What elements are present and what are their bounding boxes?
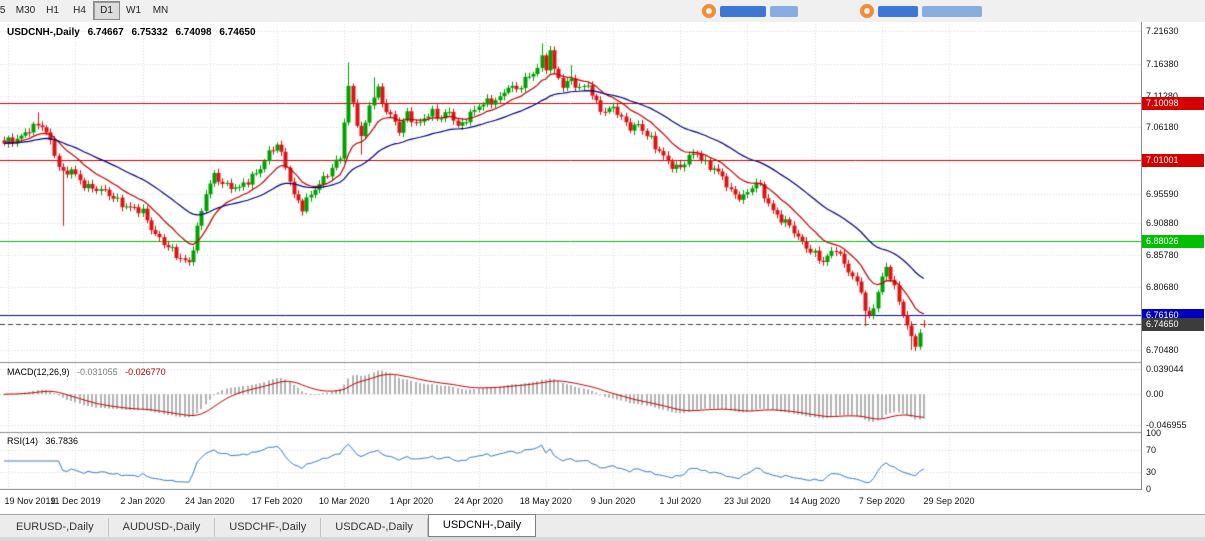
broker-logo-text [922, 5, 982, 17]
price-tick-label: 6.80680 [1146, 281, 1179, 292]
date-label: 17 Feb 2020 [251, 496, 303, 506]
timeframe-mn-button[interactable]: MN [147, 1, 174, 20]
macd-label: MACD(12,26,9) [7, 367, 70, 377]
date-label: 2 Jan 2020 [120, 496, 165, 506]
macd-signal-value: -0.026770 [125, 367, 166, 377]
chart-window: USDCNH-,Daily 6.74667 6.75332 6.74098 6.… [0, 22, 1205, 514]
date-label: 1 Jul 2020 [659, 496, 701, 506]
rsi-label: RSI(14) [7, 436, 39, 446]
price-level-badge: 6.74650 [1142, 318, 1204, 332]
date-label: 11 Dec 2019 [50, 496, 101, 506]
date-label: 29 Sep 2020 [923, 496, 975, 506]
timeframe-h4-button[interactable]: H4 [66, 1, 93, 20]
rsi-tick-label: 70 [1146, 444, 1157, 455]
price-level-badge: 7.10098 [1142, 96, 1204, 110]
rsi-tick-label: 100 [1146, 428, 1162, 438]
macd-main-value: -0.031055 [77, 367, 118, 377]
rsi-value: 36.7836 [45, 436, 79, 446]
date-label: 24 Jan 2020 [185, 496, 235, 506]
date-label: 23 Jul 2020 [724, 496, 771, 506]
broker-logo-icon [702, 4, 716, 18]
broker-logo-text [720, 5, 766, 17]
price-tick-label: 6.70480 [1146, 345, 1179, 356]
chart-tabs-bar: EURUSD-,Daily AUDUSD-,Daily USDCHF-,Dail… [0, 514, 1205, 537]
timeframe-w1-button[interactable]: W1 [120, 1, 147, 20]
date-label: 19 Nov 2019 [4, 496, 56, 506]
chart-title: USDCNH-,Daily 6.74667 6.75332 6.74098 6.… [7, 27, 261, 38]
tab-usdcad-daily[interactable]: USDCAD-,Daily [321, 518, 428, 537]
price-level-badge: 7.01001 [1142, 153, 1204, 167]
date-label: 14 Aug 2020 [789, 496, 840, 506]
price-tick-label: 6.95590 [1146, 188, 1179, 199]
price-chart-canvas[interactable] [0, 22, 1141, 490]
chart-open-value: 6.74667 [87, 27, 124, 38]
timeframe-h1-button[interactable]: H1 [39, 1, 66, 20]
macd-tick-label: 0.039044 [1146, 363, 1184, 374]
status-strip [0, 537, 1205, 541]
price-tick-label: 7.06180 [1146, 122, 1179, 133]
macd-tick-label: -0.046955 [1146, 420, 1187, 431]
chart-close-value: 6.74650 [219, 27, 256, 38]
tab-usdchf-daily[interactable]: USDCHF-,Daily [215, 518, 322, 537]
broker-logo-text [878, 5, 918, 17]
date-label: 7 Sep 2020 [858, 496, 905, 506]
broker-logo-watermark [702, 3, 986, 19]
date-label: 1 Apr 2020 [389, 496, 434, 506]
chart-low-value: 6.74098 [175, 27, 212, 38]
tab-audusd-daily[interactable]: AUDUSD-,Daily [109, 518, 216, 537]
date-label: 10 Mar 2020 [318, 496, 370, 506]
date-label: 9 Jun 2020 [590, 496, 636, 506]
price-tick-label: 7.11280 [1146, 90, 1178, 101]
price-tick-label: 6.85780 [1146, 249, 1179, 260]
rsi-tick-label: 0 [1146, 484, 1152, 494]
chart-high-value: 6.75332 [131, 27, 168, 38]
date-label: 18 May 2020 [519, 496, 572, 506]
tab-eurusd-daily[interactable]: EURUSD-,Daily [2, 518, 109, 537]
date-axis[interactable] [0, 490, 1141, 514]
timeframe-m30-button[interactable]: M30 [12, 1, 39, 20]
broker-logo-icon [860, 4, 874, 18]
price-level-badge: 6.88026 [1142, 234, 1204, 248]
price-tick-label: 7.21630 [1146, 25, 1179, 36]
date-label: 24 Apr 2020 [454, 496, 503, 506]
price-tick-label: 7.16380 [1146, 58, 1179, 69]
timeframe-m5-button[interactable]: M5 [0, 1, 12, 20]
tab-usdcnh-daily[interactable]: USDCNH-,Daily [427, 514, 537, 537]
rsi-indicator-title: RSI(14) 36.7836 [7, 436, 83, 446]
timeframe-toolbar: M5 M30 H1 H4 D1 W1 MN [0, 0, 1205, 23]
chart-symbol: USDCNH-,Daily [7, 27, 80, 38]
macd-tick-label: 0.00 [1146, 389, 1164, 400]
broker-logo-text [770, 5, 798, 17]
timeframe-button-group: M5 M30 H1 H4 D1 W1 MN [0, 1, 174, 20]
price-tick-label: 6.90880 [1146, 217, 1179, 228]
macd-indicator-title: MACD(12,26,9) -0.031055 -0.026770 [7, 367, 171, 377]
rsi-tick-label: 30 [1146, 467, 1157, 478]
timeframe-d1-button[interactable]: D1 [93, 1, 120, 20]
